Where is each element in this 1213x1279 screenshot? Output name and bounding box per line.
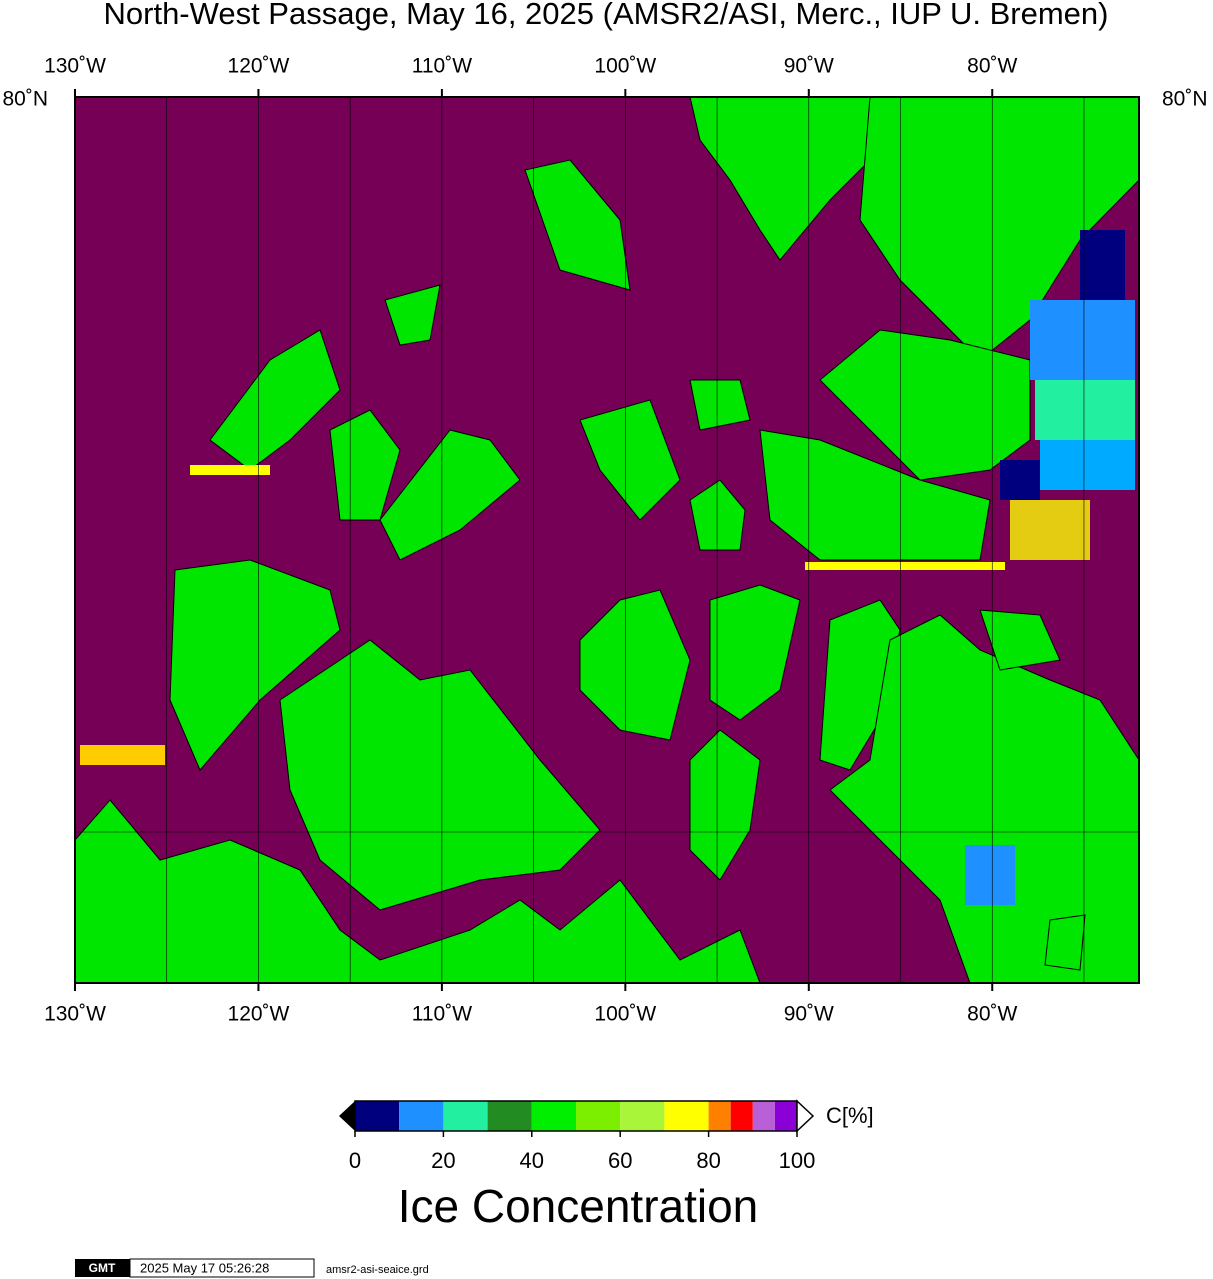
- island: [689, 379, 751, 431]
- somerset: [689, 479, 746, 551]
- ice-patch: [1010, 500, 1090, 560]
- ice-patches: [80, 230, 1135, 905]
- island: [524, 159, 631, 291]
- colorbar-segment: [730, 1101, 753, 1131]
- timestamp: 2025 May 17 05:26:28: [140, 1260, 269, 1275]
- mainland: [74, 799, 761, 984]
- lon-label-top: 110˚W: [412, 55, 472, 78]
- colorbar-tick-label: 80: [696, 1148, 720, 1173]
- ice-patch: [965, 845, 1015, 905]
- ice-patch: [190, 465, 270, 475]
- title: North-West Passage, May 16, 2025 (AMSR2/…: [104, 0, 1109, 31]
- land: [74, 96, 1140, 984]
- lon-label-bottom: 90˚W: [784, 1003, 834, 1026]
- map-frame: [74, 96, 1140, 984]
- logo-box: [75, 1259, 130, 1277]
- lon-label-top: 100˚W: [594, 55, 656, 78]
- island: [1044, 914, 1086, 971]
- colorbar-segment: [664, 1101, 709, 1131]
- colorbar-tick-label: 20: [431, 1148, 455, 1173]
- colorbar: C[%] Ice Concentration 0 20 40 60 80 100: [339, 1099, 874, 1232]
- colorbar-tick-label: 60: [608, 1148, 632, 1173]
- lon-ticks: 130˚W 130˚W 120˚W 120˚W 110˚W 110˚W 100˚W 100˚W…: [44, 55, 1017, 1026]
- ice-patch: [1080, 230, 1125, 300]
- prince-of-wales: [579, 589, 691, 741]
- colorbar-title: Ice Concentration: [398, 1180, 759, 1232]
- devon-west: [579, 399, 681, 521]
- north-baffin: [759, 429, 991, 561]
- lon-label-top: 120˚W: [228, 55, 290, 78]
- colorbar-segment: [487, 1101, 532, 1131]
- lon-label-bottom: 100˚W: [594, 1003, 656, 1026]
- lon-label-top: 90˚W: [784, 55, 834, 78]
- logo: GMT: [89, 1261, 116, 1275]
- lon-label-bottom: 110˚W: [412, 1003, 472, 1026]
- ice-patch: [1000, 460, 1040, 500]
- victoria-island: [279, 639, 601, 911]
- colorbar-segment: [620, 1101, 665, 1131]
- footer: GMT 2025 May 17 05:26:28 amsr2-asi-seaic…: [75, 1258, 429, 1278]
- cornwallis-island: [379, 429, 521, 561]
- colorbar-segment: [355, 1101, 400, 1131]
- colorbar-segment: [752, 1101, 775, 1131]
- timestamp-box: [129, 1258, 315, 1278]
- colorbar-under: [339, 1101, 355, 1131]
- ice-patch: [80, 745, 165, 765]
- ice-patch: [805, 562, 1005, 570]
- lon-label-bottom: 80˚W: [967, 1003, 1017, 1026]
- boothia: [709, 584, 801, 721]
- colorbar-tick-label: 100: [779, 1148, 816, 1173]
- ice-patch: [1035, 380, 1135, 440]
- island: [979, 609, 1061, 671]
- bathurst-island: [329, 409, 401, 521]
- ice-patch: [1040, 440, 1135, 490]
- colorbar-segment: [708, 1101, 731, 1131]
- colorbar-segment: [399, 1101, 444, 1131]
- lat-label-right: 80˚N: [1162, 88, 1208, 111]
- island: [384, 284, 441, 346]
- lon-label-top: 80˚W: [967, 55, 1017, 78]
- lon-label-bottom: 130˚W: [44, 1003, 106, 1026]
- grid: [166, 97, 1085, 983]
- colorbar-over: [796, 1099, 815, 1133]
- colorbar-tick-label: 40: [520, 1148, 544, 1173]
- colorbar-unit: C[%]: [826, 1103, 874, 1128]
- banks-island: [169, 559, 341, 771]
- map: 130˚W 130˚W 120˚W 120˚W 110˚W 110˚W 100˚W 100˚W…: [2, 55, 1207, 1026]
- colorbar-segment: [443, 1101, 488, 1131]
- colorbar-segment: [774, 1101, 797, 1131]
- lat-label-left: 80˚N: [2, 88, 48, 111]
- colorbar-segment: [576, 1101, 621, 1131]
- lon-label-bottom: 120˚W: [228, 1003, 290, 1026]
- ice-patch: [1030, 300, 1135, 380]
- colorbar-segment: [531, 1101, 576, 1131]
- file-name: amsr2-asi-seaice.grd: [326, 1264, 429, 1276]
- lon-label-top: 130˚W: [44, 55, 106, 78]
- king-william: [689, 729, 761, 881]
- colorbar-tick-label: 0: [349, 1148, 361, 1173]
- devon-island: [819, 329, 1031, 481]
